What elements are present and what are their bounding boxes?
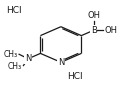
Text: N: N	[25, 54, 31, 63]
Text: HCl: HCl	[7, 6, 22, 15]
Text: N: N	[58, 58, 64, 67]
Text: CH₃: CH₃	[3, 50, 17, 59]
Text: B: B	[91, 26, 97, 35]
Text: CH₃: CH₃	[8, 62, 22, 71]
Text: OH: OH	[87, 11, 100, 20]
Text: HCl: HCl	[67, 72, 82, 81]
Text: OH: OH	[105, 26, 118, 35]
